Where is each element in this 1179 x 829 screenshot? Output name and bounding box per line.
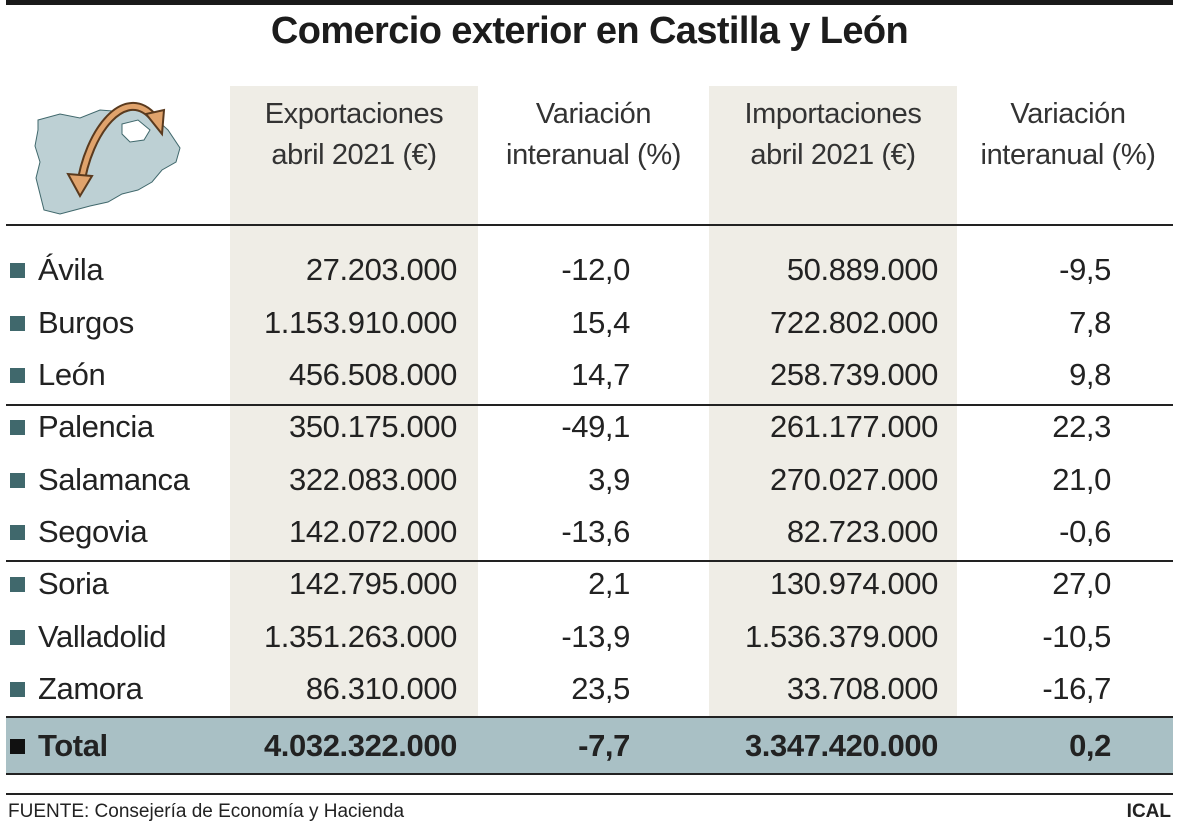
top-rule	[6, 0, 1173, 5]
row-bullet-icon	[10, 473, 25, 488]
variacion-import-value: -9,5	[1059, 252, 1111, 287]
variacion-export-value: 15,4	[571, 305, 630, 340]
variacion-export-value: 2,1	[588, 566, 630, 601]
province-name: Valladolid	[38, 619, 167, 654]
table-row: Salamanca 322.083.000 3,9 270.027.000 21…	[0, 454, 1179, 506]
variacion-import-value: 22,3	[1052, 409, 1111, 444]
variacion-export-value: -13,9	[561, 619, 630, 654]
total-importaciones: 3.347.420.000	[744, 728, 938, 763]
group-rule	[6, 560, 1173, 562]
province-name: León	[38, 357, 106, 392]
import-column-shade	[709, 86, 957, 718]
variacion-export-value: -12,0	[561, 252, 630, 287]
province-name: Ávila	[38, 252, 104, 287]
exportaciones-value: 456.508.000	[289, 357, 457, 392]
table-row: Zamora 86.310.000 23,5 33.708.000 -16,7	[0, 663, 1179, 715]
importaciones-value: 270.027.000	[770, 462, 938, 497]
total-label: Total	[38, 728, 108, 763]
header-line: interanual (%)	[506, 139, 681, 171]
table-row: Ávila 27.203.000 -12,0 50.889.000 -9,5	[0, 244, 1179, 296]
table-row: Soria 142.795.000 2,1 130.974.000 27,0	[0, 558, 1179, 610]
province-name: Burgos	[38, 305, 134, 340]
variacion-export-value: 23,5	[571, 671, 630, 706]
exportaciones-value: 86.310.000	[305, 671, 458, 706]
header-importaciones: Importaciones abril 2021 (€)	[709, 94, 957, 176]
importaciones-value: 33.708.000	[786, 671, 939, 706]
row-bullet-icon	[10, 368, 25, 383]
header-line: abril 2021 (€)	[750, 139, 916, 171]
row-bullet-icon	[10, 739, 25, 754]
variacion-import-value: -0,6	[1059, 514, 1111, 549]
header-line: interanual (%)	[980, 139, 1156, 171]
arrow-head-down	[66, 172, 94, 199]
header-rule	[6, 224, 1173, 226]
variacion-export-value: -49,1	[561, 409, 630, 444]
brand-logo: ICAL	[1126, 801, 1171, 822]
province-name: Salamanca	[38, 462, 190, 497]
province-name: Zamora	[38, 671, 143, 706]
header-line: abril 2021 (€)	[271, 139, 437, 171]
importaciones-value: 82.723.000	[786, 514, 939, 549]
variacion-import-value: 27,0	[1052, 566, 1111, 601]
header-variacion-import: Variación interanual (%)	[957, 94, 1179, 176]
exportaciones-value: 322.083.000	[289, 462, 457, 497]
table-row: Segovia 142.072.000 -13,6 82.723.000 -0,…	[0, 506, 1179, 558]
exportaciones-value: 27.203.000	[305, 252, 458, 287]
total-variacion-export: -7,7	[578, 728, 630, 763]
importaciones-value: 1.536.379.000	[744, 619, 938, 654]
province-name: Soria	[38, 566, 109, 601]
importaciones-value: 722.802.000	[770, 305, 938, 340]
total-rule-top	[6, 716, 1173, 718]
header-line: Variación	[1010, 98, 1126, 130]
row-bullet-icon	[10, 420, 25, 435]
map-highlight	[121, 119, 151, 143]
row-bullet-icon	[10, 682, 25, 697]
arrow-head-right	[144, 108, 166, 137]
province-name: Segovia	[38, 514, 148, 549]
variacion-export-value: 14,7	[571, 357, 630, 392]
total-band	[6, 718, 1173, 774]
exportaciones-value: 142.072.000	[289, 514, 457, 549]
group-rule	[6, 404, 1173, 406]
importaciones-value: 261.177.000	[770, 409, 938, 444]
variacion-export-value: 3,9	[588, 462, 630, 497]
row-bullet-icon	[10, 630, 25, 645]
row-bullet-icon	[10, 577, 25, 592]
variacion-import-value: 21,0	[1052, 462, 1111, 497]
exportaciones-value: 1.351.263.000	[263, 619, 457, 654]
variacion-export-value: -13,6	[561, 514, 630, 549]
total-variacion-import: 0,2	[1069, 728, 1111, 763]
chart-title: Comercio exterior en Castilla y León	[270, 10, 909, 52]
header-line: Variación	[535, 98, 652, 130]
variacion-import-value: 9,8	[1069, 357, 1111, 392]
table-row: Palencia 350.175.000 -49,1 261.177.000 2…	[0, 401, 1179, 453]
row-bullet-icon	[10, 316, 25, 331]
province-name: Palencia	[38, 409, 154, 444]
exportaciones-value: 350.175.000	[289, 409, 457, 444]
footer-rule	[6, 793, 1173, 795]
importaciones-value: 130.974.000	[770, 566, 938, 601]
importaciones-value: 50.889.000	[786, 252, 939, 287]
importaciones-value: 258.739.000	[770, 357, 938, 392]
castilla-leon-map-icon	[34, 101, 181, 215]
row-bullet-icon	[10, 263, 25, 278]
variacion-import-value: 7,8	[1069, 305, 1111, 340]
row-bullet-icon	[10, 525, 25, 540]
total-exportaciones: 4.032.322.000	[263, 728, 457, 763]
header-line: Exportaciones	[264, 98, 444, 130]
exportaciones-value: 142.795.000	[289, 566, 457, 601]
variacion-import-value: -10,5	[1042, 619, 1111, 654]
table-row: Valladolid 1.351.263.000 -13,9 1.536.379…	[0, 611, 1179, 663]
export-column-shade	[230, 86, 478, 718]
source-note: FUENTE: Consejería de Economía y Haciend…	[8, 801, 405, 822]
header-line: Importaciones	[744, 98, 922, 130]
table-row: Burgos 1.153.910.000 15,4 722.802.000 7,…	[0, 297, 1179, 349]
table-row: León 456.508.000 14,7 258.739.000 9,8	[0, 349, 1179, 401]
total-rule-bottom	[6, 773, 1173, 775]
total-row: Total 4.032.322.000 -7,7 3.347.420.000 0…	[0, 718, 1179, 774]
variacion-import-value: -16,7	[1042, 671, 1111, 706]
header-variacion-export: Variación interanual (%)	[478, 94, 709, 176]
exportaciones-value: 1.153.910.000	[263, 305, 457, 340]
header-exportaciones: Exportaciones abril 2021 (€)	[230, 94, 478, 176]
